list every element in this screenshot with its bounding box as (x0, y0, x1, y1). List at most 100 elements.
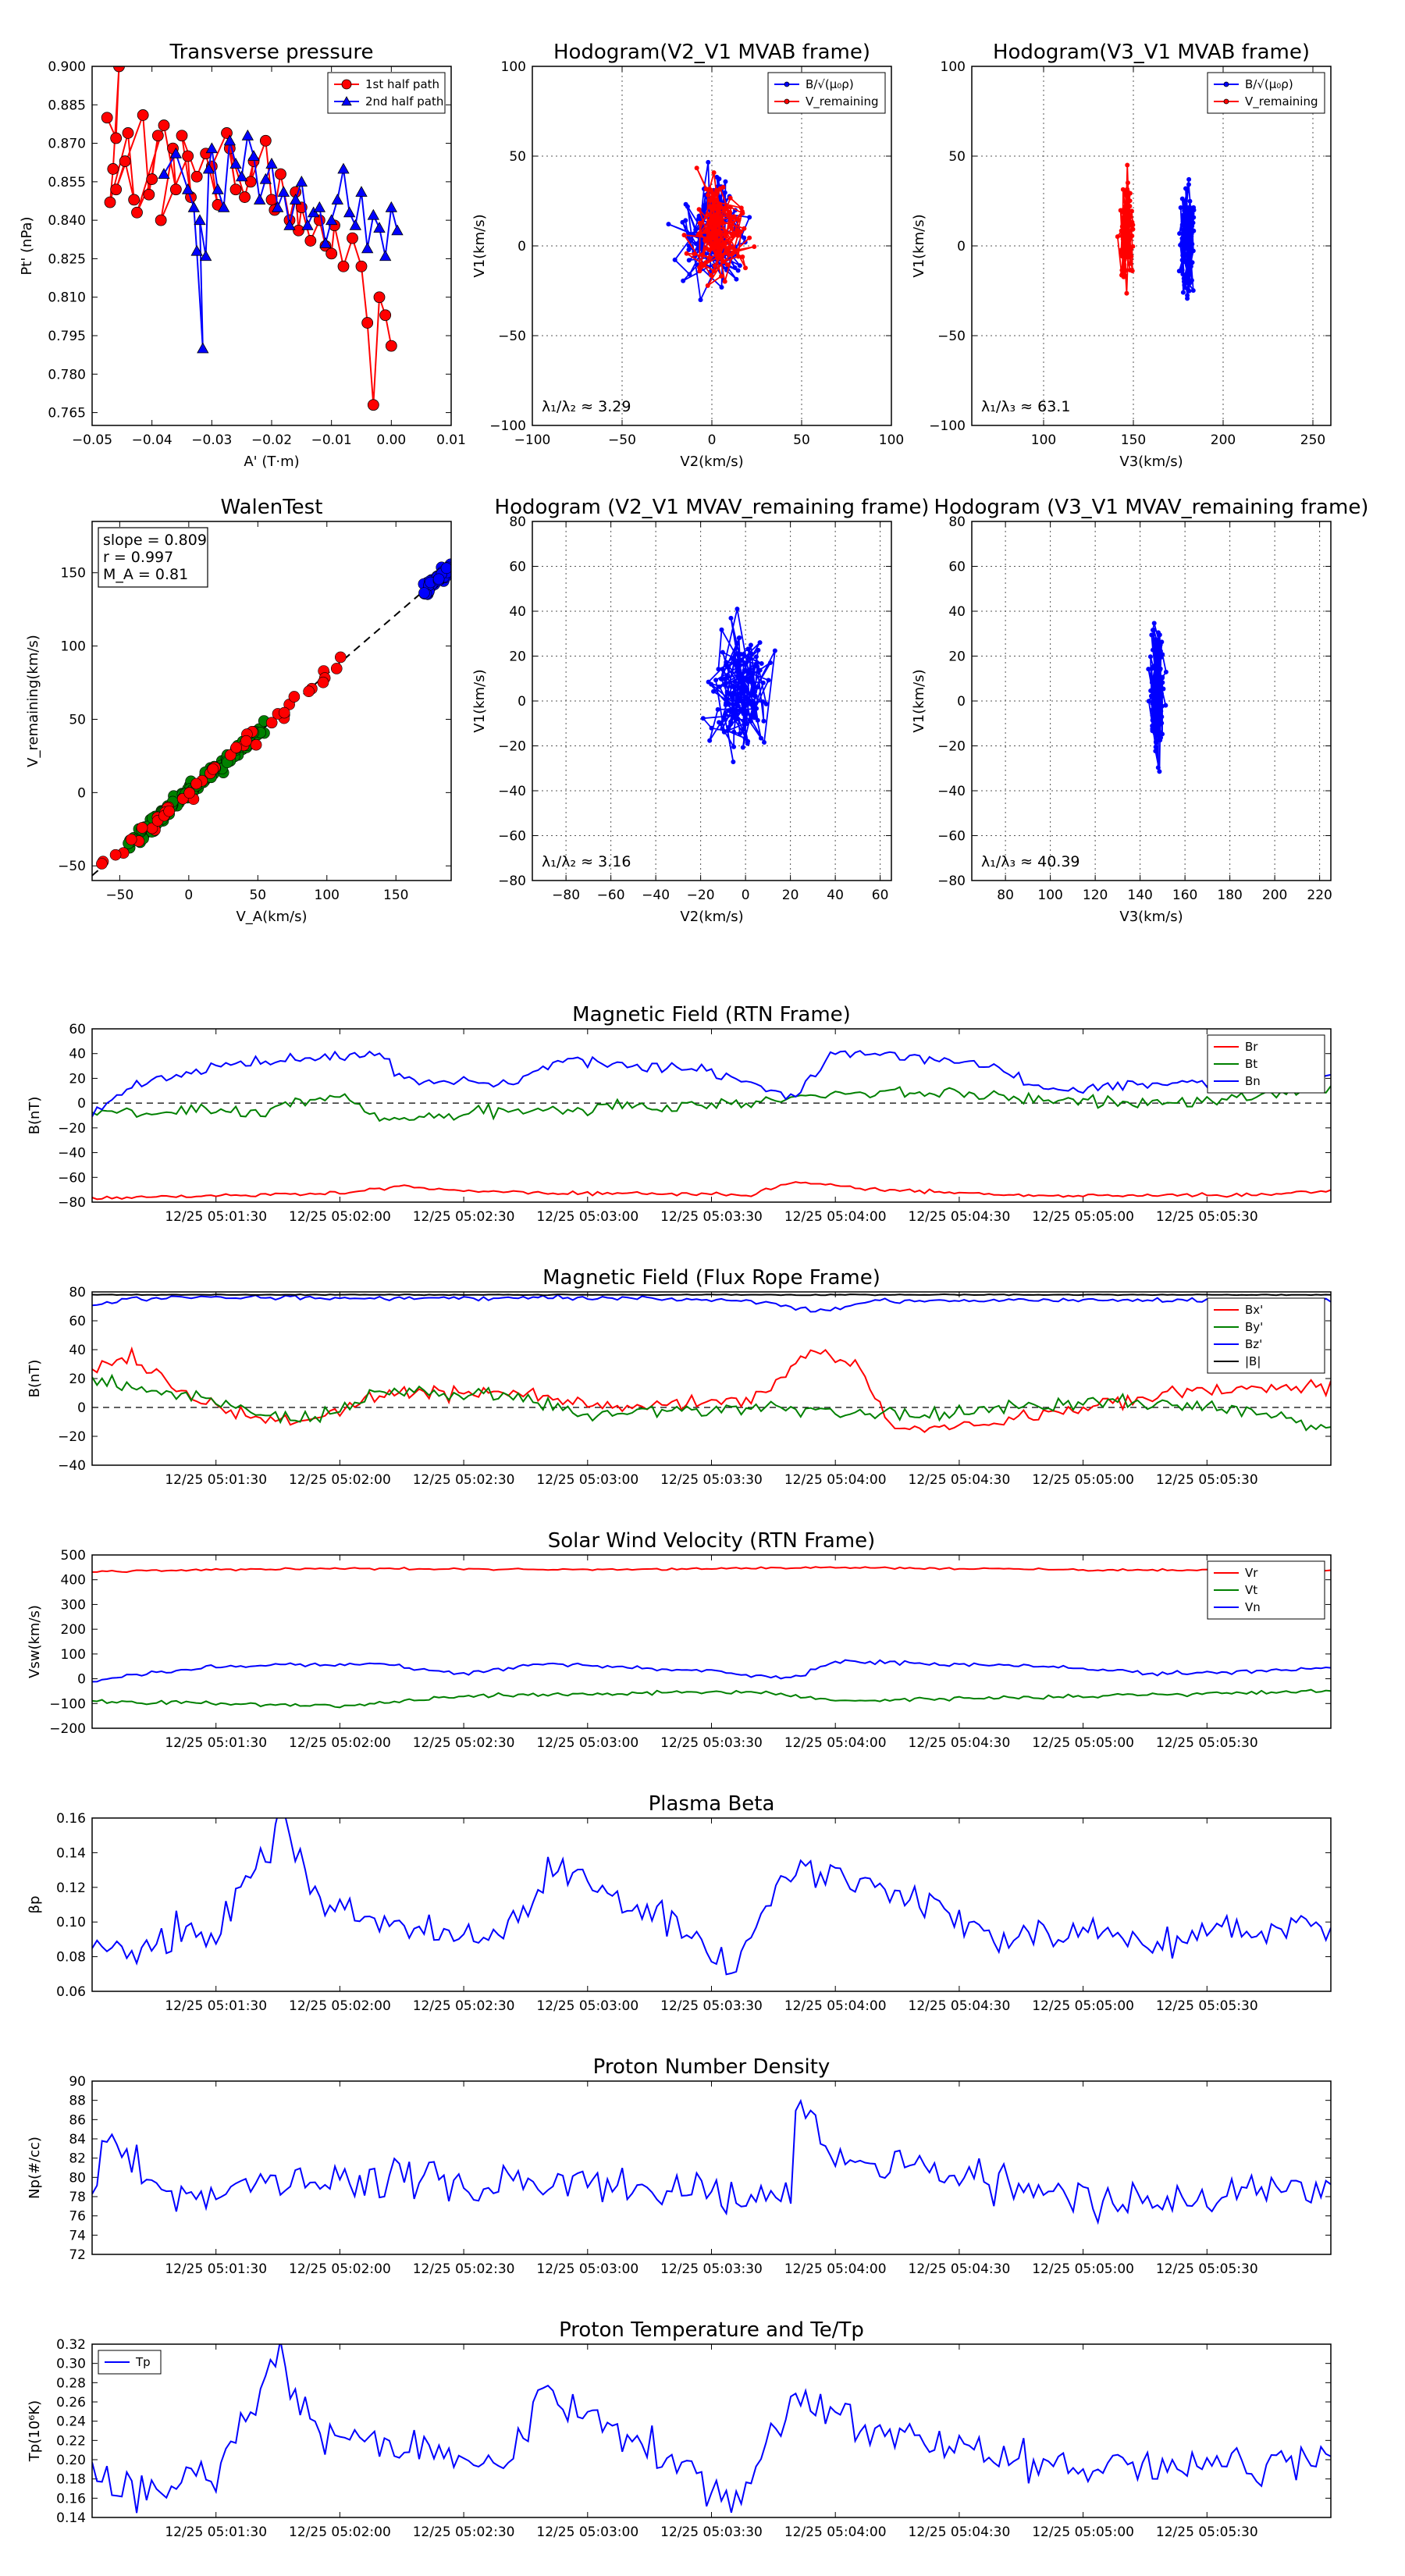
data-point (748, 717, 753, 722)
data-point (696, 207, 702, 212)
data-point (1150, 713, 1155, 718)
y-tick-label: 0 (77, 1096, 86, 1112)
data-point-blue (432, 573, 445, 585)
legend-entry: B/√(μ₀ρ) (806, 77, 854, 91)
y-tick-label: −50 (58, 859, 86, 874)
chart-hodogram-v2-v1-mvav: −80 −60 −40 −20 0 20 40 60 −80 −60 −40 −20 0 20 40 60 80… (471, 496, 929, 925)
series-line-red (92, 1346, 1331, 1433)
data-point (719, 285, 724, 290)
data-point (727, 209, 733, 215)
y-axis-label: V1(km/s) (471, 669, 488, 732)
x-axis-label: V2(km/s) (680, 454, 743, 470)
plot-frame (91, 1028, 1332, 1203)
data-point (755, 664, 760, 669)
y-tick-label: 0.14 (56, 1845, 86, 1861)
x-tick-label: 150 (1121, 432, 1146, 448)
legend-entry: Vt (1245, 1583, 1257, 1597)
data-point (1184, 215, 1190, 221)
y-tick-label: −80 (58, 1195, 86, 1211)
data-point (1157, 639, 1162, 645)
series-line-blue (92, 1050, 1331, 1118)
data-point (1125, 254, 1130, 260)
data-point (711, 688, 717, 694)
data-point (1124, 290, 1129, 296)
x-tick-label: −0.03 (191, 432, 232, 448)
data-point (735, 641, 740, 646)
series-line-blue (92, 1659, 1331, 1683)
plot-area (92, 558, 451, 877)
x-tick-label: −0.05 (72, 432, 112, 448)
y-tick-label: 0.825 (48, 251, 86, 267)
chart-walen-test: −50 0 50 100 150 −50 0 50 100 150 WalenTest V_A(km/… (25, 496, 452, 925)
data-point-blue (418, 587, 430, 599)
data-point (1153, 749, 1158, 754)
data-point (714, 202, 720, 208)
data-point (1186, 280, 1191, 286)
y-tick-label: 0.32 (56, 2337, 86, 2353)
legend: Bx' By' Bz' |B| (1207, 1297, 1325, 1374)
data-marker-triangle (158, 168, 170, 180)
chart-magnetic-field-flux-rope: 12/25 05:01:30 12/25 05:02:00 12/25 05:02:… (27, 1266, 1332, 1488)
y-tick-label: 400 (61, 1573, 86, 1589)
data-point (723, 179, 728, 184)
data-marker-triangle (325, 214, 338, 226)
x-tick-label: 12/25 05:03:00 (536, 1472, 638, 1488)
data-point (1186, 182, 1191, 187)
chart-hodogram-v2-v1-mvab: −100 −50 0 50 100 −100 −50 0 50 100 Hodogram(V2_V1… (471, 41, 904, 470)
x-tick-label: 12/25 05:01:30 (165, 1998, 267, 2014)
data-point (1179, 267, 1185, 272)
data-point (713, 245, 718, 251)
data-point (1180, 272, 1186, 277)
plot-area (101, 66, 404, 411)
data-point (720, 726, 725, 731)
data-point (730, 245, 735, 251)
data-point (714, 231, 720, 237)
x-tick-label: 12/25 05:03:00 (536, 1735, 638, 1751)
legend-entry: Tp (135, 2355, 151, 2369)
data-point (1148, 693, 1154, 699)
legend: Br Bt Bn (1207, 1034, 1325, 1094)
data-marker-triangle (212, 183, 224, 194)
legend-entry: V_remaining (806, 94, 879, 109)
y-tick-label: 100 (61, 639, 86, 655)
data-point (737, 685, 742, 691)
data-marker-triangle (241, 129, 254, 141)
data-marker-circle (239, 191, 251, 203)
y-tick-label: 0 (77, 785, 86, 801)
y-tick-label: 0.780 (48, 367, 86, 382)
data-point (741, 685, 746, 690)
data-point (1146, 699, 1151, 704)
y-tick-label: 0.10 (56, 1915, 86, 1930)
x-tick-label: −100 (514, 432, 551, 448)
x-tick-label: −50 (608, 432, 636, 448)
data-point (735, 268, 741, 273)
data-point (757, 667, 763, 673)
x-tick-label: 12/25 05:02:30 (413, 1209, 515, 1225)
y-tick-label: 60 (948, 560, 966, 575)
data-marker-triangle (181, 183, 194, 194)
y-tick-label: −40 (498, 784, 526, 799)
x-tick-label: 220 (1307, 888, 1332, 903)
data-point (1182, 230, 1187, 236)
data-point (681, 278, 686, 283)
data-point (717, 242, 723, 247)
data-marker-triangle (331, 194, 344, 205)
x-tick-label: 200 (1262, 888, 1287, 903)
data-point (755, 717, 760, 723)
ratio-annotation: λ₁/λ₃ ≈ 63.1 (981, 398, 1070, 415)
data-point (733, 717, 738, 722)
legend-entry: |B| (1245, 1354, 1261, 1368)
data-marker-triangle (235, 170, 248, 182)
data-marker-circle (128, 194, 140, 206)
x-tick-label: 12/25 05:02:00 (289, 2261, 391, 2277)
data-point (1129, 208, 1134, 214)
y-tick-label: 74 (69, 2228, 86, 2243)
x-tick-label: 12/25 05:04:30 (909, 1472, 1011, 1488)
data-point (732, 265, 738, 270)
chart-title: Proton Number Density (593, 2055, 831, 2079)
data-marker-triangle (194, 214, 206, 226)
data-marker-circle (784, 98, 790, 105)
data-point (1158, 654, 1164, 660)
data-point (720, 184, 726, 190)
